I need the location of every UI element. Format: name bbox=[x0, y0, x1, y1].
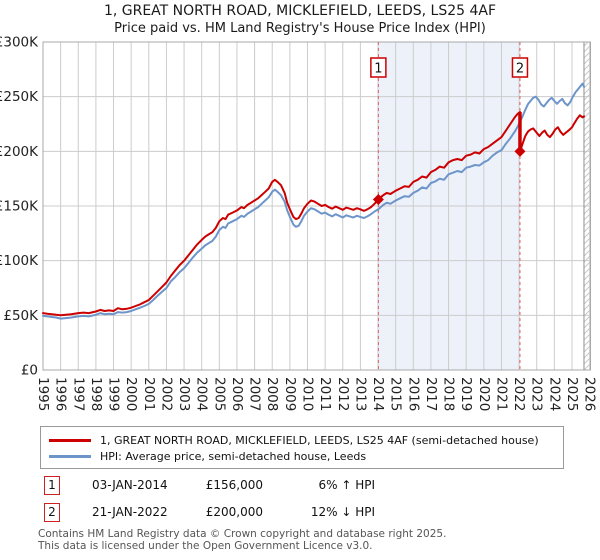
sale-marker-badge-label: 2 bbox=[516, 62, 524, 77]
x-tick-label: 1997 bbox=[70, 377, 86, 411]
x-tick-label: 2023 bbox=[529, 377, 545, 411]
x-tick-label: 2005 bbox=[211, 377, 227, 411]
x-tick-label: 1996 bbox=[53, 377, 69, 411]
x-tick-label: 2026 bbox=[582, 377, 598, 411]
annotation-hpi-delta: 12% ↓ HPI bbox=[310, 505, 375, 519]
y-tick-label: £150K bbox=[0, 199, 39, 215]
x-tick-label: 2008 bbox=[264, 377, 280, 411]
legend-line-sample-blue bbox=[49, 454, 91, 458]
annotation-row-1: 1 03-JAN-2014 £156,000 6% ↑ HPI bbox=[0, 476, 600, 496]
x-tick-label: 2016 bbox=[405, 377, 421, 411]
series-hpi bbox=[42, 82, 585, 320]
annotation-price: £200,000 bbox=[205, 505, 263, 519]
annotation-number-badge: 2 bbox=[44, 503, 60, 522]
x-tick-label: 2017 bbox=[423, 377, 439, 411]
x-tick-label: 1995 bbox=[35, 377, 51, 411]
x-tick-label: 1999 bbox=[106, 377, 122, 411]
x-tick-label: 2025 bbox=[564, 377, 580, 411]
annotation-row-2: 2 21-JAN-2022 £200,000 12% ↓ HPI bbox=[0, 503, 600, 523]
x-tick-label: 2021 bbox=[493, 377, 509, 411]
chart-title: 1, GREAT NORTH ROAD, MICKLEFIELD, LEEDS,… bbox=[103, 3, 497, 19]
x-tick-label: 2009 bbox=[282, 377, 298, 411]
y-tick-label: £300K bbox=[0, 35, 39, 51]
x-tick-label: 2004 bbox=[194, 377, 210, 411]
annotation-hpi-delta: 6% ↑ HPI bbox=[318, 478, 375, 492]
annotation-date: 03-JAN-2014 bbox=[92, 478, 168, 492]
x-tick-label: 2024 bbox=[546, 377, 562, 411]
y-tick-label: £50K bbox=[3, 308, 39, 324]
y-tick-label: £250K bbox=[0, 89, 39, 105]
legend-row-price-paid: 1, GREAT NORTH ROAD, MICKLEFIELD, LEEDS,… bbox=[49, 432, 563, 448]
sale-marker-badge bbox=[511, 57, 529, 78]
x-tick-label: 1998 bbox=[88, 377, 104, 411]
price-history-chart: 12£0£50K£100K£150K£200K£250K£300K1995199… bbox=[0, 35, 598, 412]
x-tick-label: 2001 bbox=[141, 377, 157, 411]
legend-label-hpi: HPI: Average price, semi-detached house,… bbox=[100, 449, 367, 463]
legend: 1, GREAT NORTH ROAD, MICKLEFIELD, LEEDS,… bbox=[40, 426, 564, 469]
x-tick-label: 2018 bbox=[441, 377, 457, 411]
footer-copyright: Contains HM Land Registry data © Crown c… bbox=[38, 528, 447, 540]
x-tick-label: 2013 bbox=[352, 377, 368, 411]
future-hatch-region bbox=[583, 42, 591, 370]
chart-subtitle: Price paid vs. HM Land Registry's House … bbox=[114, 21, 486, 36]
x-tick-label: 2003 bbox=[176, 377, 192, 411]
plot-border bbox=[42, 41, 591, 371]
footer-licence: This data is licensed under the Open Gov… bbox=[38, 540, 373, 552]
x-tick-label: 2015 bbox=[388, 377, 404, 411]
annotation-date: 21-JAN-2022 bbox=[92, 505, 168, 519]
x-tick-label: 2010 bbox=[299, 377, 315, 411]
y-tick-label: £0 bbox=[21, 363, 38, 379]
legend-line-sample-red bbox=[49, 438, 91, 442]
annotation-price: £156,000 bbox=[205, 478, 263, 492]
legend-row-hpi: HPI: Average price, semi-detached house,… bbox=[49, 448, 563, 464]
y-tick-label: £200K bbox=[0, 144, 39, 160]
sale-diamond-marker bbox=[514, 145, 526, 157]
sale-marker-badge-label: 1 bbox=[374, 62, 382, 77]
sale-marker-badge bbox=[370, 57, 387, 78]
x-tick-label: 2000 bbox=[123, 377, 139, 411]
x-tick-label: 2002 bbox=[158, 377, 174, 411]
x-tick-label: 2011 bbox=[317, 377, 333, 411]
x-tick-label: 2007 bbox=[247, 377, 263, 411]
x-tick-label: 2014 bbox=[370, 377, 386, 411]
y-tick-label: £100K bbox=[0, 253, 39, 269]
x-tick-label: 2022 bbox=[511, 377, 527, 411]
x-tick-label: 2019 bbox=[458, 377, 474, 411]
x-tick-label: 2020 bbox=[476, 377, 492, 411]
sale-diamond-marker bbox=[372, 193, 384, 205]
legend-label-price-paid: 1, GREAT NORTH ROAD, MICKLEFIELD, LEEDS,… bbox=[100, 433, 539, 447]
annotation-number-badge: 1 bbox=[44, 476, 60, 495]
x-tick-label: 2006 bbox=[229, 377, 245, 411]
x-tick-label: 2012 bbox=[335, 377, 351, 411]
